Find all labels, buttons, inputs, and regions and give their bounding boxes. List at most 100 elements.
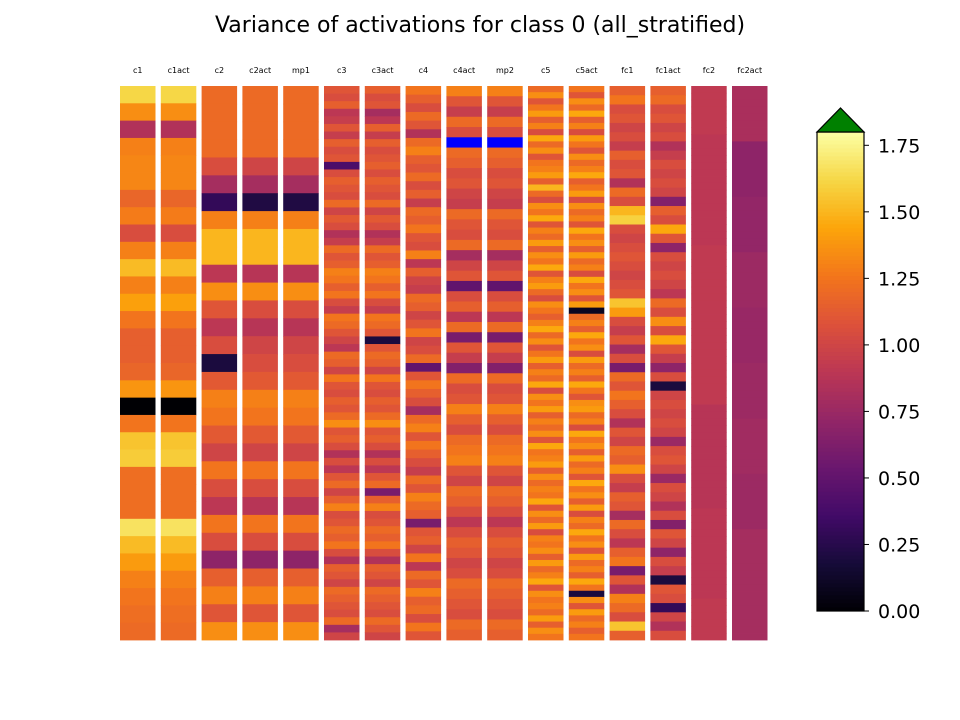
- heatmap-cell: [691, 196, 727, 205]
- heatmap-cell: [405, 94, 442, 104]
- heatmap-cell: [324, 313, 360, 322]
- heatmap-cell: [364, 336, 401, 345]
- heatmap-cell: [568, 375, 605, 382]
- heatmap-cell: [201, 425, 238, 444]
- heatmap-cell: [732, 176, 768, 184]
- colorbar-segment: [817, 171, 864, 177]
- heatmap-cell: [446, 209, 482, 220]
- heatmap-cell: [568, 159, 605, 167]
- heatmap-cell: [364, 237, 401, 246]
- heatmap-cell: [405, 501, 442, 511]
- heatmap-cell: [160, 120, 197, 139]
- heatmap-cell: [609, 196, 646, 207]
- heatmap-cell: [405, 414, 442, 424]
- heatmap-cell: [528, 86, 564, 93]
- heatmap-cell: [120, 414, 156, 433]
- heatmap-cell: [160, 328, 197, 347]
- heatmap-cell: [568, 122, 605, 130]
- colorbar-segment: [817, 475, 864, 480]
- heatmap-cell: [364, 139, 401, 148]
- heatmap-cell: [242, 103, 278, 123]
- heatmap-cell: [405, 544, 442, 554]
- heatmap-cell: [405, 181, 442, 191]
- heatmap-cell: [283, 425, 319, 444]
- colorbar-segment: [817, 603, 864, 608]
- heatmap-cell: [609, 593, 646, 604]
- heatmap-cell: [446, 321, 482, 333]
- heatmap-cell: [160, 570, 197, 589]
- heatmap-cell: [568, 387, 605, 395]
- heatmap-cell: [691, 411, 727, 419]
- heatmap-cell: [324, 571, 360, 580]
- heatmap-cell: [732, 245, 768, 253]
- heatmap-cell: [324, 541, 360, 550]
- heatmap-cell: [120, 622, 156, 641]
- heatmap-cell: [568, 603, 605, 610]
- heatmap-cell: [732, 92, 768, 101]
- heatmap-cell: [446, 301, 482, 313]
- heatmap-cell: [650, 298, 686, 308]
- heatmap-cell: [242, 389, 278, 409]
- heatmap-cell: [568, 566, 605, 573]
- heatmap-cell: [609, 510, 646, 521]
- colorbar-segment: [817, 335, 864, 341]
- heatmap-cell: [732, 342, 768, 350]
- heatmap-cell: [528, 307, 564, 315]
- heatmap-cell: [691, 293, 727, 302]
- heatmap-cell: [324, 161, 360, 170]
- heatmap-cell: [242, 318, 278, 337]
- heatmap-cell: [405, 328, 442, 338]
- colorbar-segment: [817, 339, 864, 345]
- heatmap-cell: [364, 526, 401, 535]
- heatmap-cell: [732, 619, 768, 627]
- heatmap-cell: [283, 139, 319, 158]
- heatmap-cell: [609, 335, 646, 345]
- heatmap-cell: [528, 399, 564, 407]
- heatmap-cell: [568, 178, 605, 185]
- heatmap-cell: [364, 260, 401, 269]
- heatmap-cell: [201, 622, 238, 641]
- heatmap-cell: [324, 215, 360, 224]
- colorbar-segment: [817, 443, 864, 448]
- colorbar-segment: [817, 315, 864, 321]
- heatmap-cell: [691, 522, 727, 530]
- heatmap-cell: [650, 233, 686, 244]
- colorbar-segment: [817, 539, 864, 544]
- heatmap-cell: [568, 609, 605, 616]
- heatmap-cell: [405, 172, 442, 182]
- heatmap-cell: [405, 406, 442, 416]
- heatmap-cell: [160, 536, 197, 554]
- heatmap-cell: [120, 484, 156, 502]
- heatmap-cell: [650, 436, 686, 447]
- heatmap-cell: [364, 199, 401, 208]
- heatmap-cell: [732, 397, 768, 405]
- heatmap-cell: [732, 217, 768, 225]
- heatmap-cell: [283, 157, 319, 176]
- heatmap-cell: [691, 390, 727, 399]
- heatmap-cell: [487, 455, 523, 466]
- colorbar-segment: [817, 203, 864, 209]
- heatmap-cell: [364, 594, 401, 603]
- heatmap-cell: [405, 423, 442, 433]
- colorbar-segment: [817, 511, 864, 516]
- colorbar-segment: [817, 243, 864, 249]
- heatmap-cell: [568, 418, 605, 425]
- heatmap-cell: [364, 215, 401, 224]
- heatmap-cell: [446, 496, 482, 508]
- heatmap-cell: [487, 557, 523, 569]
- heatmap-cell: [446, 270, 482, 282]
- colorbar-segment: [817, 391, 864, 396]
- heatmap-cell: [446, 116, 482, 128]
- heatmap-cell: [364, 184, 401, 193]
- heatmap-cell: [160, 553, 197, 572]
- heatmap-cell: [650, 104, 686, 115]
- heatmap-cell: [364, 275, 401, 284]
- heatmap-cell: [528, 461, 564, 469]
- heatmap-cell: [446, 588, 482, 600]
- heatmap-cell: [528, 313, 564, 321]
- heatmap-cell: [528, 504, 564, 512]
- heatmap-cell: [650, 141, 686, 152]
- heatmap-cell: [487, 96, 523, 107]
- heatmap-cell: [568, 196, 605, 204]
- heatmap-cell: [528, 529, 564, 536]
